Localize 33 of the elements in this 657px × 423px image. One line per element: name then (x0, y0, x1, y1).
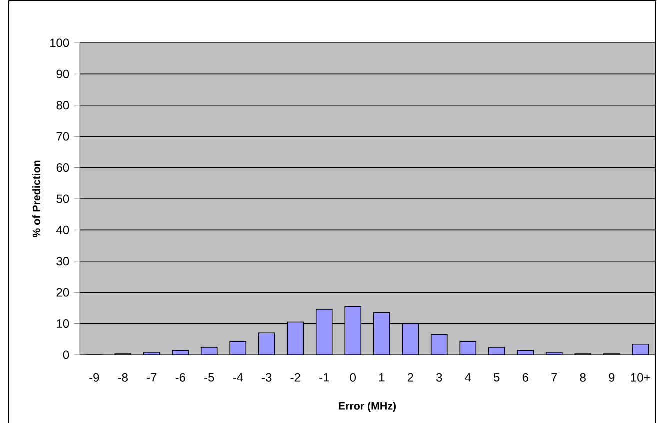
y-tick-label: 80 (56, 101, 70, 110)
y-tick-label: 0 (63, 350, 70, 360)
x-tick-label: 10+ (631, 373, 650, 382)
x-tick-label: 4 (465, 373, 472, 382)
x-tick-label: -4 (233, 373, 244, 382)
y-tick-label: 90 (56, 70, 70, 78)
x-tick-label: 6 (522, 373, 528, 382)
x-tick-label: 5 (494, 373, 500, 382)
y-tick-label: 60 (56, 164, 70, 172)
y-tick-label: 100 (50, 38, 70, 48)
y-axis-title: % of Prediction (32, 160, 40, 238)
x-tick-label: -6 (176, 373, 186, 382)
x-tick-label: 0 (350, 373, 356, 382)
y-tick-label: 10 (57, 320, 70, 328)
x-tick-label: -7 (147, 373, 157, 382)
y-tick-label: 30 (56, 257, 70, 266)
x-tick-label: -8 (118, 373, 128, 382)
x-tick-label: -3 (262, 373, 272, 382)
y-tick-label: 20 (56, 288, 70, 297)
x-tick-label: 7 (552, 373, 558, 382)
y-tick-label: 70 (56, 132, 70, 141)
x-tick-label: 9 (609, 373, 615, 382)
x-tick-label: -9 (90, 373, 100, 382)
x-tick-label: 8 (580, 373, 586, 382)
y-tick-label: 40 (56, 226, 70, 234)
x-tick-label: -2 (290, 373, 300, 382)
x-tick-label: -5 (204, 373, 214, 382)
x-tick-label: 2 (408, 373, 414, 382)
x-tick-label: 3 (436, 373, 442, 382)
x-tick-label: -1 (320, 373, 330, 382)
x-axis-title: Error (MHz) (339, 402, 396, 412)
y-tick-label: 50 (56, 194, 70, 204)
x-tick-label: 1 (379, 373, 385, 382)
